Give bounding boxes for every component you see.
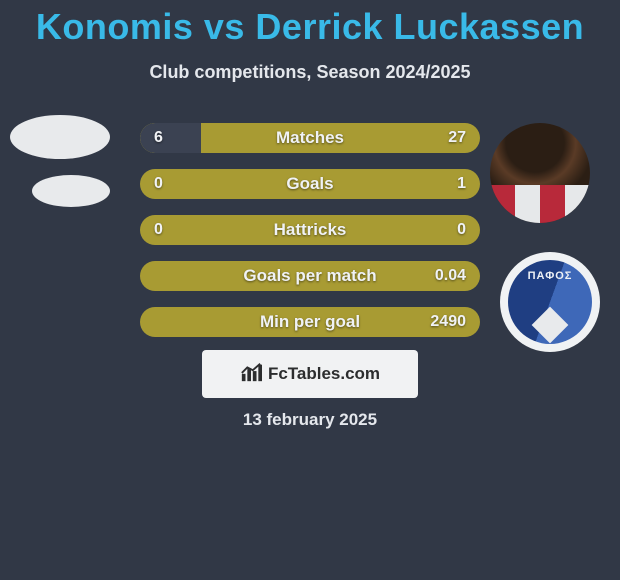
stat-right-value: 0 — [457, 215, 466, 245]
stat-right-value: 2490 — [430, 307, 466, 337]
page-title: Konomis vs Derrick Luckassen — [0, 0, 620, 48]
stat-label: Min per goal — [140, 307, 480, 337]
stats-container: 6Matches270Goals10Hattricks0Goals per ma… — [140, 123, 480, 353]
stat-row: Goals per match0.04 — [140, 261, 480, 291]
stat-row: Min per goal2490 — [140, 307, 480, 337]
footer-date: 13 february 2025 — [0, 410, 620, 430]
stat-label: Goals — [140, 169, 480, 199]
stat-right-value: 27 — [448, 123, 466, 153]
stat-label: Goals per match — [140, 261, 480, 291]
stat-row: 0Hattricks0 — [140, 215, 480, 245]
player-right-avatar — [490, 123, 590, 223]
club-badge-text: ΠΑΦΟΣ — [500, 270, 600, 282]
player-left-avatar-2 — [32, 175, 110, 207]
page-subtitle: Club competitions, Season 2024/2025 — [0, 62, 620, 83]
source-logo: FcTables.com — [202, 350, 418, 398]
club-right-badge: ΠΑΦΟΣ — [500, 252, 600, 352]
stat-row: 6Matches27 — [140, 123, 480, 153]
player-left-avatar-1 — [10, 115, 110, 159]
stat-row: 0Goals1 — [140, 169, 480, 199]
stat-right-value: 0.04 — [435, 261, 466, 291]
source-logo-text: FcTables.com — [268, 364, 380, 384]
stat-label: Hattricks — [140, 215, 480, 245]
bars-icon — [240, 361, 262, 388]
stat-right-value: 1 — [457, 169, 466, 199]
stat-label: Matches — [140, 123, 480, 153]
